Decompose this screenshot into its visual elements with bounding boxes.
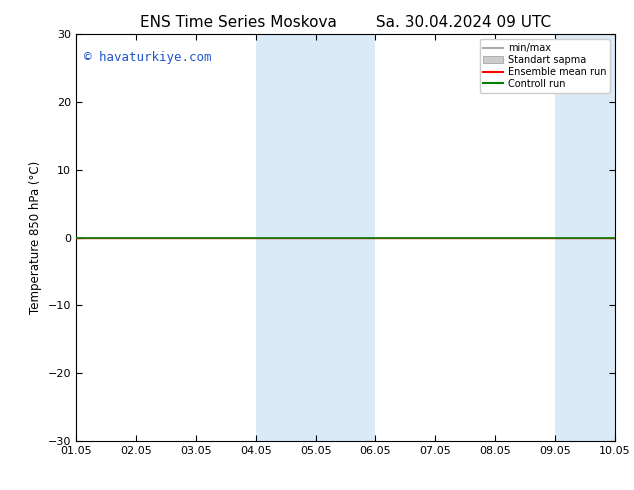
Text: © havaturkiye.com: © havaturkiye.com — [84, 50, 212, 64]
Title: ENS Time Series Moskova        Sa. 30.04.2024 09 UTC: ENS Time Series Moskova Sa. 30.04.2024 0… — [140, 15, 551, 30]
Bar — [615, 34, 634, 441]
Y-axis label: Temperature 850 hPa (°C): Temperature 850 hPa (°C) — [29, 161, 42, 314]
Bar — [256, 34, 316, 441]
Bar — [316, 34, 375, 441]
Legend: min/max, Standart sapma, Ensemble mean run, Controll run: min/max, Standart sapma, Ensemble mean r… — [479, 39, 610, 93]
Bar — [555, 34, 615, 441]
